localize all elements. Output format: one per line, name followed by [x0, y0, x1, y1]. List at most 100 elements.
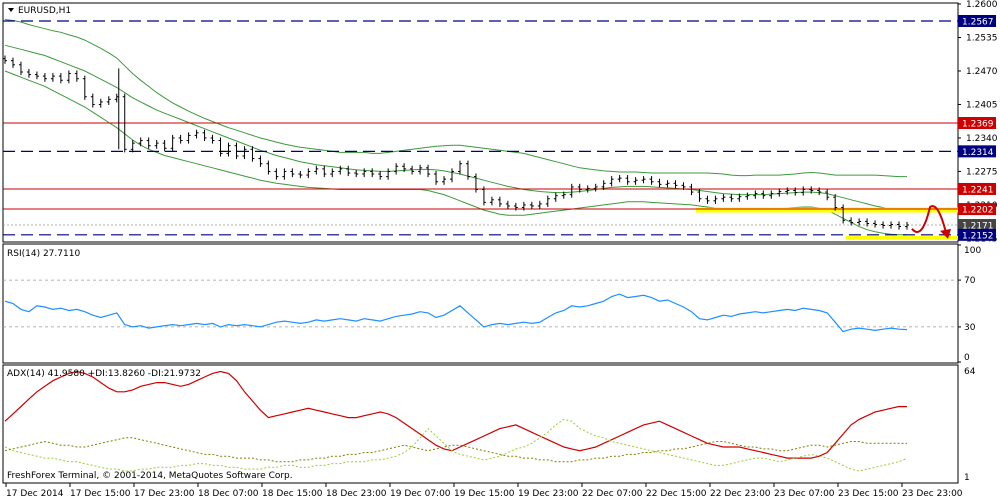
candle: [370, 168, 375, 178]
candle: [601, 180, 606, 190]
candle: [162, 140, 167, 152]
candle: [585, 185, 590, 193]
adx-pane[interactable]: 64 1 ADX(14) 41.9580 +DI:13.8260 -DI:21.9…: [2, 364, 976, 484]
price-tick-label: 1.2275: [966, 167, 998, 177]
price-level-value: 1.2567: [962, 18, 994, 28]
price-level-label: 1.2171: [958, 219, 996, 232]
candle: [226, 142, 231, 157]
candle: [569, 183, 574, 198]
adx-axis: 64 1: [964, 367, 976, 483]
time-tick-label: 19 Dec 07:00: [390, 489, 451, 499]
candle: [897, 221, 902, 230]
adx-tick-label: 64: [964, 367, 976, 377]
highlight-bar: [696, 207, 958, 213]
adx-pane-border: [2, 364, 959, 484]
candle: [737, 193, 742, 202]
price-level-value: 1.2202: [962, 206, 994, 216]
candle: [793, 187, 798, 196]
candle: [386, 168, 391, 180]
time-tick-label: 22 Dec 07:00: [582, 489, 643, 499]
price-level-label: 1.2567: [958, 15, 996, 28]
time-tick-label: 22 Dec 15:00: [646, 489, 707, 499]
candle: [465, 160, 470, 180]
horizontal-levels[interactable]: [3, 20, 958, 240]
price-level-label: 1.2152: [958, 228, 996, 241]
candle: [697, 188, 702, 202]
candle: [186, 132, 191, 144]
forecast-path: [911, 205, 947, 234]
price-level-value: 1.2171: [962, 222, 994, 232]
rsi-tick-label: 70: [964, 276, 976, 286]
time-tick-label: 22 Dec 23:00: [710, 489, 771, 499]
rsi-tick-label: 30: [964, 323, 976, 333]
candle: [609, 176, 614, 187]
candle: [66, 70, 71, 84]
candle: [282, 168, 287, 180]
time-tick-label: 17 Dec 23:00: [134, 489, 195, 499]
price-level-label: 1.2241: [958, 182, 996, 195]
price-level-value: 1.2369: [962, 120, 994, 130]
candle: [473, 173, 478, 193]
candle: [434, 170, 439, 185]
candle: [881, 221, 886, 229]
candle: [362, 168, 367, 178]
candle: [753, 190, 758, 199]
candle: [521, 201, 526, 211]
candle: [825, 188, 830, 201]
candle: [713, 195, 718, 204]
candle: [665, 180, 670, 188]
candle: [801, 186, 806, 196]
candle: [26, 68, 31, 78]
candle: [106, 96, 111, 105]
candle: [513, 202, 518, 211]
rsi-pane-border: [2, 243, 959, 364]
price-tick-label: 1.2470: [966, 67, 998, 77]
candle: [170, 134, 175, 152]
candle: [721, 194, 726, 202]
price-pane[interactable]: 1.2600 1.2535 1.2470 1.2405 1.2340 1.2275 1.22…: [2, 0, 998, 244]
chevron-down-icon[interactable]: [8, 8, 14, 12]
price-tick-label: 1.2600: [966, 0, 998, 10]
adx-line: [4, 370, 908, 459]
rsi-lines: [4, 293, 908, 333]
candle: [481, 186, 486, 206]
time-tick-label: 23 Dec 23:00: [902, 489, 963, 499]
arrow-head-icon: [940, 228, 951, 239]
time-tick-label: 18 Dec 23:00: [326, 489, 387, 499]
time-axis: 17 Dec 2014 17 Dec 15:00 17 Dec 23:00 18 De…: [5, 483, 963, 499]
candle: [625, 175, 630, 185]
candle: [817, 187, 822, 196]
candle: [905, 221, 909, 230]
candle: [577, 183, 582, 193]
candle: [266, 160, 271, 175]
candle: [34, 71, 39, 80]
candle: [617, 175, 622, 183]
candle: [298, 170, 303, 179]
bollinger-middle-line: [4, 44, 908, 212]
candle: [354, 169, 359, 178]
price-level-label: 1.2369: [958, 117, 996, 130]
candle: [322, 165, 327, 178]
time-tick-label: 17 Dec 2014: [6, 489, 64, 499]
candle: [218, 137, 223, 157]
candle: [561, 191, 566, 199]
time-tick-label: 18 Dec 15:00: [262, 489, 323, 499]
price-tick-label: 1.2535: [966, 33, 998, 43]
candle: [130, 140, 135, 153]
minus-di-line: [4, 437, 908, 463]
candle: [402, 163, 407, 172]
candle: [857, 218, 862, 226]
candle: [537, 200, 542, 210]
candle: [745, 192, 750, 200]
candle: [18, 61, 23, 76]
candle: [497, 196, 502, 207]
candle: [330, 168, 335, 178]
rsi-pane[interactable]: 100 70 30 0 RSI(14) 27.7110: [2, 243, 981, 364]
level-labels: 1.2567 1.2369 1.2314 1.2241 1.2202 1.21711.21…: [958, 15, 996, 241]
price-level-value: 1.2152: [962, 231, 994, 241]
candle: [410, 165, 415, 175]
candles: [3, 55, 909, 230]
adx-tick-label: 1: [964, 473, 970, 483]
candle: [194, 129, 199, 139]
